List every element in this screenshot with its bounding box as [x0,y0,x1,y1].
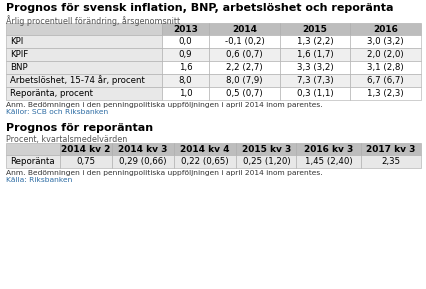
Bar [209,48,279,61]
Bar [209,35,279,48]
Text: 2017 kv 3: 2017 kv 3 [366,144,414,153]
Text: 0,25 (1,20): 0,25 (1,20) [242,157,290,166]
Bar [60,155,112,168]
Text: 3,0 (3,2): 3,0 (3,2) [366,37,403,46]
Text: 8,0 (7,9): 8,0 (7,9) [226,76,262,85]
Text: 2016: 2016 [372,25,397,34]
Text: 2,2 (2,7): 2,2 (2,7) [226,63,262,72]
Text: Källor: SCB och Riksbanken: Källor: SCB och Riksbanken [6,109,108,115]
Text: 2014 kv 4: 2014 kv 4 [180,144,230,153]
Bar [236,155,296,168]
Text: 2015 kv 3: 2015 kv 3 [241,144,291,153]
Text: Anm. Bedömningen i den penningpolitiska uppföljningen i april 2014 inom parentes: Anm. Bedömningen i den penningpolitiska … [6,170,322,176]
Text: 1,0: 1,0 [178,89,192,98]
Bar [296,143,360,155]
Text: 1,6: 1,6 [178,63,192,72]
Bar [161,87,209,100]
Bar [350,48,420,61]
Text: Reporänta, procent: Reporänta, procent [10,89,93,98]
Text: Anm. Bedömningen i den penningpolitiska uppföljningen i april 2014 inom parentes: Anm. Bedömningen i den penningpolitiska … [6,102,322,108]
Bar [350,87,420,100]
Text: 2013: 2013 [173,25,198,34]
Bar [6,35,161,48]
Bar [350,23,420,35]
Text: BNP: BNP [10,63,28,72]
Bar [6,23,161,35]
Text: 2014 kv 3: 2014 kv 3 [118,144,167,153]
Bar [6,155,60,168]
Bar [174,143,236,155]
Bar [279,87,350,100]
Bar [6,143,60,155]
Bar [6,87,161,100]
Text: 2,35: 2,35 [380,157,400,166]
Bar [279,74,350,87]
Text: 8,0: 8,0 [178,76,192,85]
Bar [6,48,161,61]
Bar [174,155,236,168]
Bar [279,23,350,35]
Bar [209,74,279,87]
Bar [161,23,209,35]
Bar [209,87,279,100]
Bar [236,143,296,155]
Text: 3,3 (3,2): 3,3 (3,2) [296,63,333,72]
Text: 0,22 (0,65): 0,22 (0,65) [181,157,228,166]
Bar [60,143,112,155]
Bar [350,61,420,74]
Text: 7,3 (7,3): 7,3 (7,3) [296,76,333,85]
Bar [360,155,420,168]
Text: Prognos för reporäntan: Prognos för reporäntan [6,123,153,133]
Text: 0,6 (0,7): 0,6 (0,7) [226,50,262,59]
Text: 1,45 (2,40): 1,45 (2,40) [304,157,351,166]
Bar [6,61,161,74]
Bar [161,61,209,74]
Text: 0,0: 0,0 [178,37,192,46]
Bar [279,35,350,48]
Bar [161,35,209,48]
Text: 1,6 (1,7): 1,6 (1,7) [296,50,333,59]
Text: -0,1 (0,2): -0,1 (0,2) [224,37,264,46]
Bar [161,74,209,87]
Text: Procent, kvartalsmedelvärden: Procent, kvartalsmedelvärden [6,135,127,144]
Text: 2016 kv 3: 2016 kv 3 [303,144,352,153]
Bar [360,143,420,155]
Text: 2015: 2015 [302,25,327,34]
Text: 2014 kv 2: 2014 kv 2 [61,144,110,153]
Text: Arbetslöshet, 15-74 år, procent: Arbetslöshet, 15-74 år, procent [10,75,144,86]
Text: KPI: KPI [10,37,23,46]
Bar [161,48,209,61]
Text: Källa: Riksbanken: Källa: Riksbanken [6,177,72,183]
Bar [279,61,350,74]
Text: Reporänta: Reporänta [10,157,55,166]
Text: 6,7 (6,7): 6,7 (6,7) [366,76,403,85]
Text: 0,5 (0,7): 0,5 (0,7) [226,89,262,98]
Bar [112,143,174,155]
Text: 3,1 (2,8): 3,1 (2,8) [366,63,403,72]
Bar [350,74,420,87]
Bar [350,35,420,48]
Bar [279,48,350,61]
Text: Årlig procentuell förändring, årsgenomsnitt: Årlig procentuell förändring, årsgenomsn… [6,15,180,26]
Bar [209,23,279,35]
Bar [6,74,161,87]
Text: 0,9: 0,9 [178,50,192,59]
Text: 0,75: 0,75 [76,157,95,166]
Text: 2,0 (2,0): 2,0 (2,0) [366,50,403,59]
Text: 0,3 (1,1): 0,3 (1,1) [296,89,333,98]
Text: 2014: 2014 [232,25,256,34]
Text: 1,3 (2,2): 1,3 (2,2) [296,37,333,46]
Text: KPIF: KPIF [10,50,28,59]
Bar [296,155,360,168]
Text: 0,29 (0,66): 0,29 (0,66) [119,157,166,166]
Bar [209,61,279,74]
Bar [112,155,174,168]
Text: Prognos för svensk inflation, BNP, arbetslöshet och reporänta: Prognos för svensk inflation, BNP, arbet… [6,3,393,13]
Text: 1,3 (2,3): 1,3 (2,3) [366,89,403,98]
